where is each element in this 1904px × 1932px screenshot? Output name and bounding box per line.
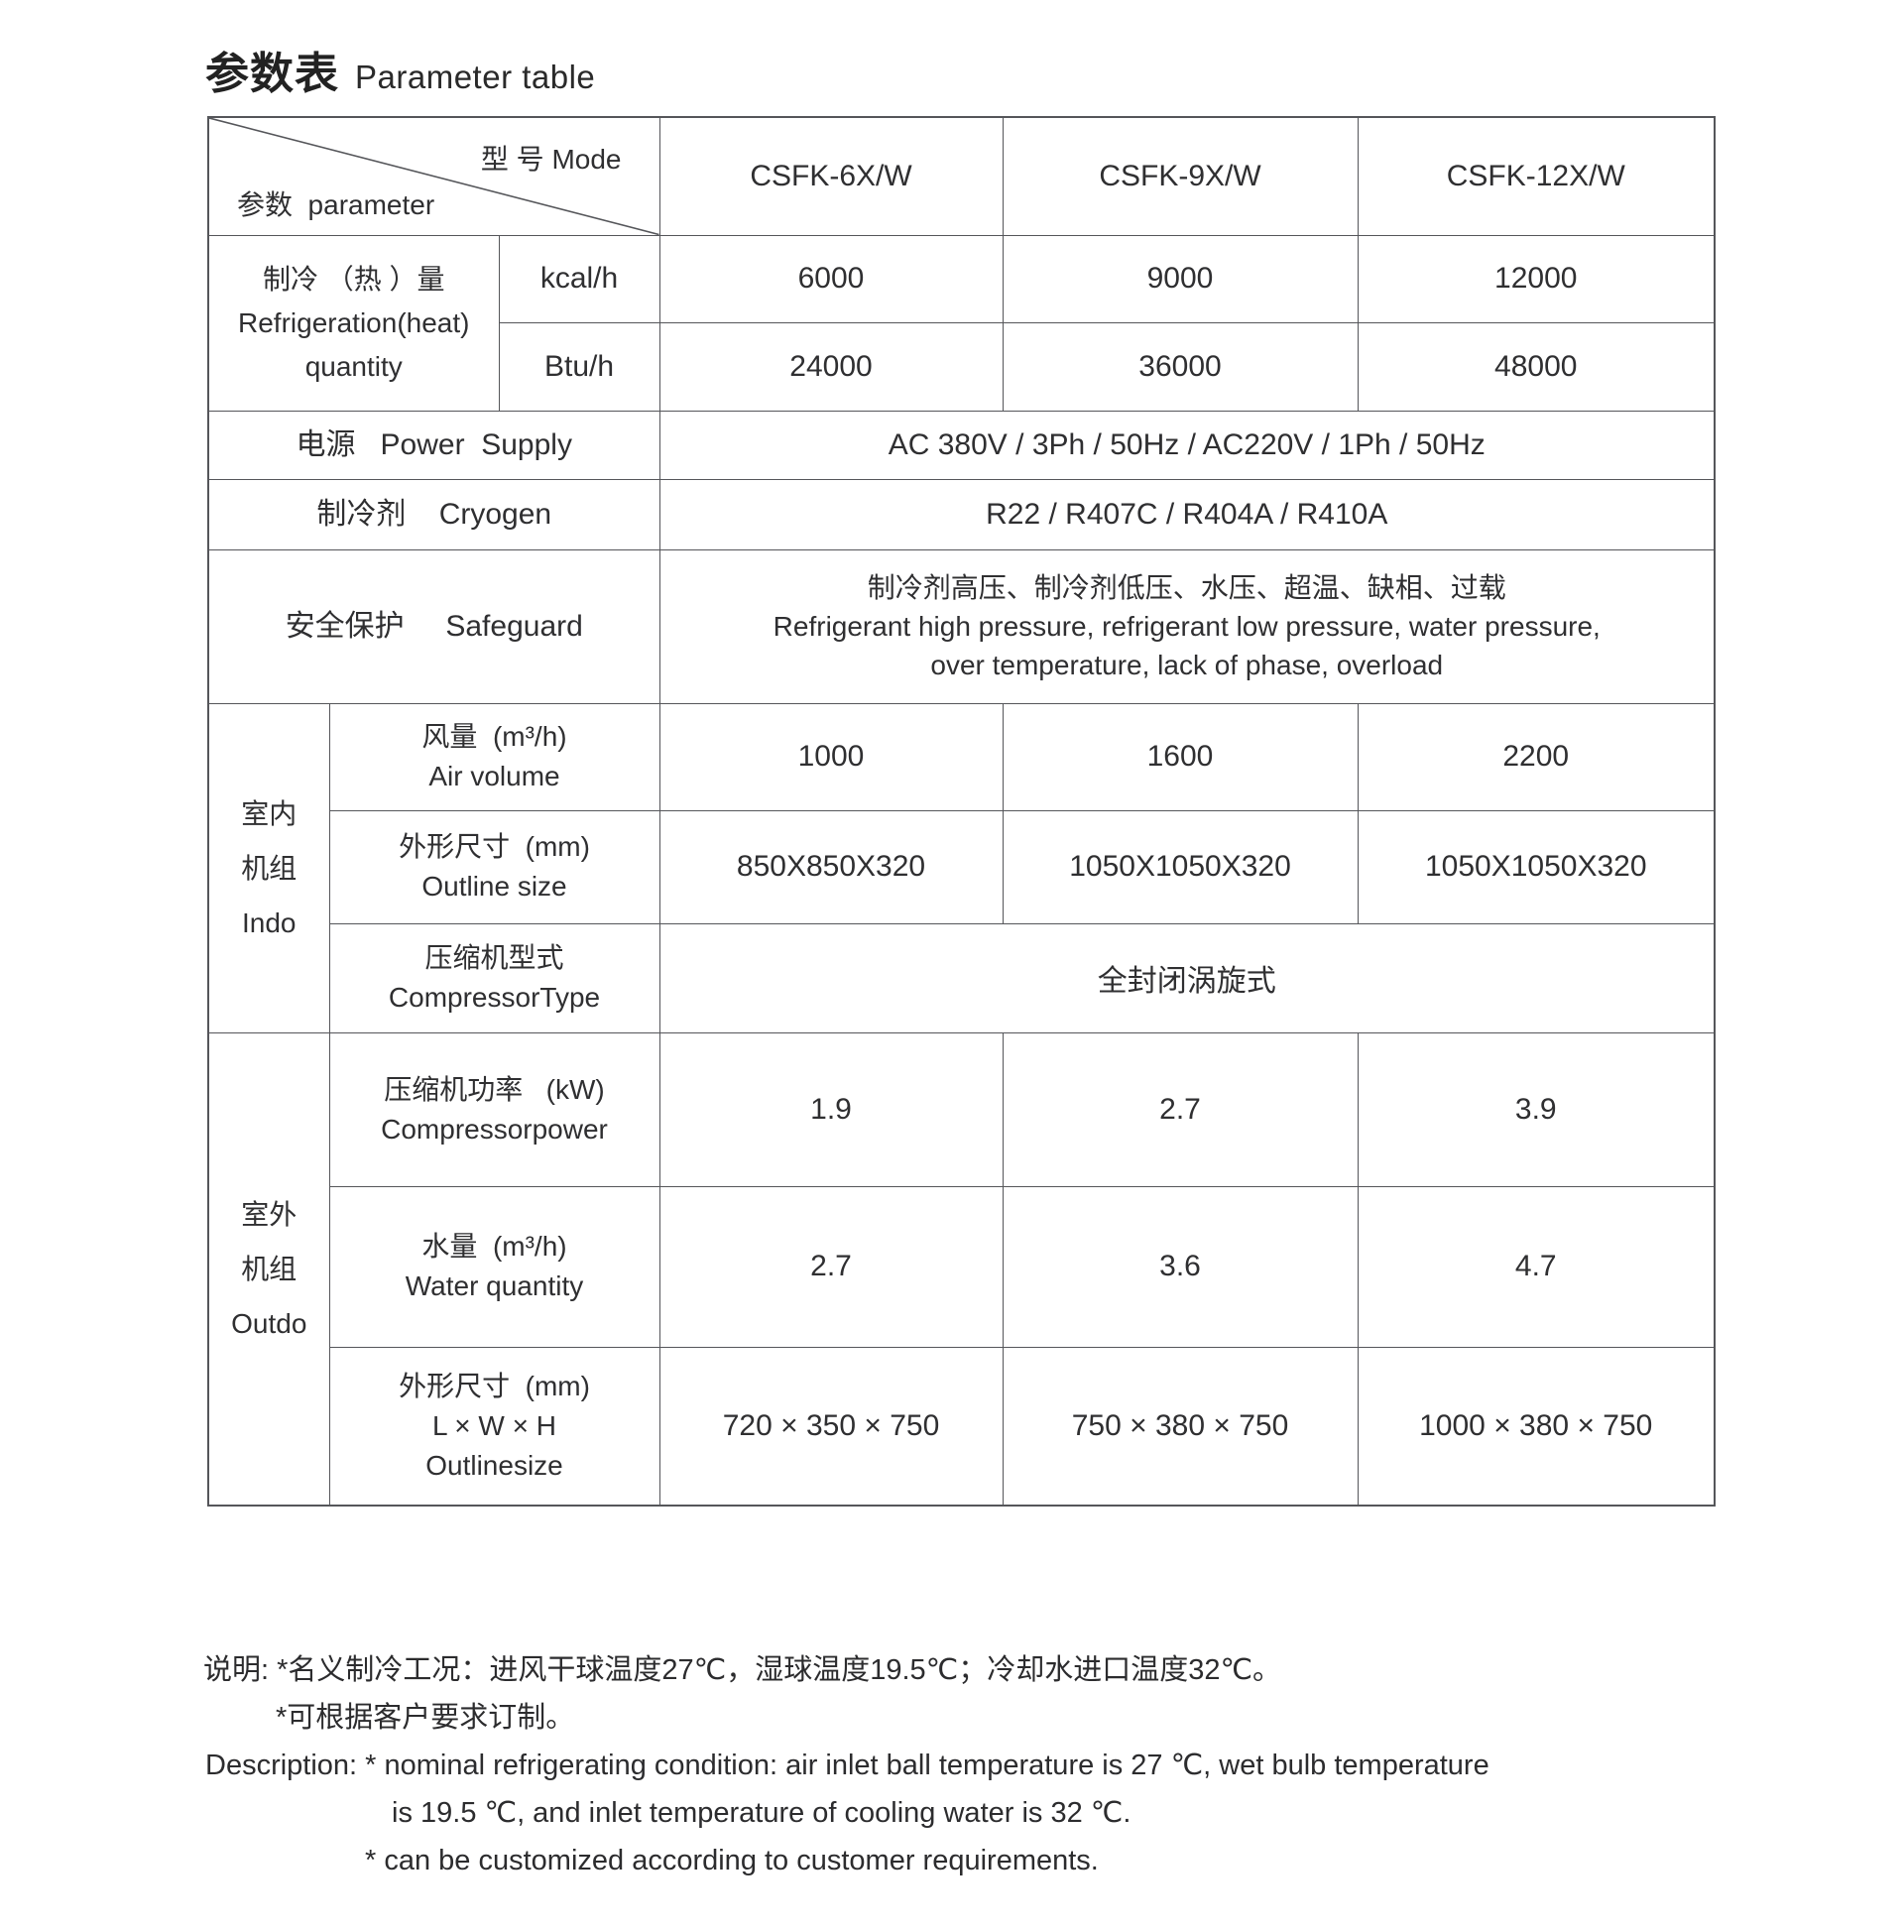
water-quantity-value-model-2: 3.6 [1002, 1185, 1359, 1348]
footnote-en-line2: is 19.5 ℃, and inlet temperature of cool… [392, 1797, 1131, 1829]
refrigeration-label-zh: 制冷 （热 ）量 [262, 263, 445, 295]
compressor-power-value-model-2: 2.7 [1002, 1031, 1359, 1187]
safeguard-value-en2: over temperature, lack of phase, overloa… [930, 650, 1444, 680]
kcal-value-model-1: 6000 [658, 234, 1004, 323]
outdoor-group-zh2: 机组 [241, 1253, 298, 1284]
group-label-indoor-unit: 室内 机组 Indo [207, 702, 330, 1033]
indoor-group-zh2: 机组 [241, 852, 298, 884]
outdoor-outline-value-model-3: 1000 × 380 × 750 [1357, 1346, 1716, 1507]
footnote-zh-line2: *可根据客户要求订制。 [276, 1702, 575, 1734]
outdoor-outline-label-en: Outlinesize [425, 1449, 563, 1481]
compressor-type-label-en: CompressorType [388, 982, 601, 1013]
corner-header-cell: 型 号 Mode 参数 parameter [207, 116, 660, 236]
air-volume-label-en: Air volume [428, 761, 560, 791]
refrigeration-label-en2: quantity [304, 350, 403, 382]
outdoor-outline-label-lwh: L × W × H [431, 1409, 556, 1441]
unit-kcal: kcal/h [498, 234, 660, 323]
page-title-en: Parameter table [355, 59, 596, 95]
air-volume-value-model-2: 1600 [1002, 702, 1359, 811]
row-label-power-supply: 电源 Power Supply [207, 410, 660, 480]
column-header-model-2: CSFK-9X/W [1002, 116, 1359, 236]
compressor-type-label-zh: 压缩机型式 [424, 942, 564, 973]
water-quantity-label-zh: 水量 (m³/h) [421, 1231, 567, 1262]
page-title-zh: 参数表 [205, 50, 339, 98]
power-supply-value: AC 380V / 3Ph / 50Hz / AC220V / 1Ph / 50… [658, 410, 1716, 480]
air-volume-value-model-1: 1000 [658, 702, 1004, 811]
row-label-compressor-power: 压缩机功率 (kW) Compressorpower [328, 1031, 660, 1187]
indoor-outline-value-model-2: 1050X1050X320 [1002, 809, 1359, 924]
outdoor-group-zh1: 室外 [241, 1198, 298, 1230]
outdoor-group-en: Outdo [231, 1307, 307, 1339]
outdoor-outline-value-model-1: 720 × 350 × 750 [658, 1346, 1004, 1507]
row-label-indoor-outline-size: 外形尺寸 (mm) Outline size [328, 809, 660, 924]
indoor-outline-value-model-3: 1050X1050X320 [1357, 809, 1716, 924]
indoor-group-en: Indo [242, 906, 297, 938]
compressor-power-value-model-3: 3.9 [1357, 1031, 1716, 1187]
corner-label-mode: 型 号 Mode [480, 144, 622, 175]
safeguard-value-zh: 制冷剂高压、制冷剂低压、水压、超温、缺相、过载 [867, 572, 1506, 603]
unit-btu: Btu/h [498, 321, 660, 412]
water-quantity-value-model-1: 2.7 [658, 1185, 1004, 1348]
compressor-power-value-model-1: 1.9 [658, 1031, 1004, 1187]
btu-value-model-1: 24000 [658, 321, 1004, 412]
kcal-value-model-2: 9000 [1002, 234, 1359, 323]
row-label-cryogen: 制冷剂 Cryogen [207, 478, 660, 550]
compressor-power-label-zh: 压缩机功率 (kW) [384, 1073, 605, 1105]
indoor-outline-value-model-1: 850X850X320 [658, 809, 1004, 924]
footnote-en-line1: Description: * nominal refrigerating con… [205, 1750, 1489, 1781]
water-quantity-value-model-3: 4.7 [1357, 1185, 1716, 1348]
indoor-outline-label-en: Outline size [421, 871, 567, 902]
page-title: 参数表 Parameter table [205, 38, 595, 101]
kcal-value-model-3: 12000 [1357, 234, 1716, 323]
outdoor-outline-value-model-2: 750 × 380 × 750 [1002, 1346, 1359, 1507]
footnote-en-line3: * can be customized according to custome… [365, 1845, 1099, 1876]
column-header-model-3: CSFK-12X/W [1357, 116, 1716, 236]
diagonal-divider [209, 118, 659, 235]
compressor-type-value: 全封闭涡旋式 [658, 922, 1716, 1033]
cryogen-value: R22 / R407C / R404A / R410A [658, 478, 1716, 550]
row-label-water-quantity: 水量 (m³/h) Water quantity [328, 1185, 660, 1348]
row-label-safeguard: 安全保护 Safeguard [207, 548, 660, 704]
row-label-compressor-type: 压缩机型式 CompressorType [328, 922, 660, 1033]
footnotes: 说明: *名义制冷工况：进风干球温度27℃，湿球温度19.5℃；冷却水进口温度3… [203, 1646, 1489, 1884]
column-header-model-1: CSFK-6X/W [658, 116, 1004, 236]
safeguard-value-en1: Refrigerant high pressure, refrigerant l… [773, 611, 1601, 642]
row-label-outdoor-outline-size: 外形尺寸 (mm) L × W × H Outlinesize [328, 1346, 660, 1507]
indoor-group-zh1: 室内 [241, 797, 298, 829]
parameter-table: 型 号 Mode 参数 parameter CSFK-6X/W CSFK-9X/… [207, 116, 1716, 1507]
compressor-power-label-en: Compressorpower [381, 1113, 608, 1145]
row-label-air-volume: 风量 (m³/h) Air volume [328, 702, 660, 811]
row-label-refrigeration-quantity: 制冷 （热 ）量 Refrigeration(heat) quantity [207, 234, 500, 412]
corner-label-parameter: 参数 parameter [237, 188, 435, 220]
indoor-outline-label-zh: 外形尺寸 (mm) [399, 831, 590, 862]
group-label-outdoor-unit: 室外 机组 Outdo [207, 1031, 330, 1507]
air-volume-label-zh: 风量 (m³/h) [421, 721, 567, 752]
water-quantity-label-en: Water quantity [405, 1270, 584, 1301]
btu-value-model-2: 36000 [1002, 321, 1359, 412]
air-volume-value-model-3: 2200 [1357, 702, 1716, 811]
outdoor-outline-label-zh: 外形尺寸 (mm) [399, 1370, 590, 1401]
refrigeration-label-en1: Refrigeration(heat) [238, 306, 470, 338]
btu-value-model-3: 48000 [1357, 321, 1716, 412]
footnote-zh-line1: 说明: *名义制冷工况：进风干球温度27℃，湿球温度19.5℃；冷却水进口温度3… [203, 1654, 1282, 1686]
safeguard-value-cell: 制冷剂高压、制冷剂低压、水压、超温、缺相、过载 Refrigerant high… [658, 548, 1716, 704]
